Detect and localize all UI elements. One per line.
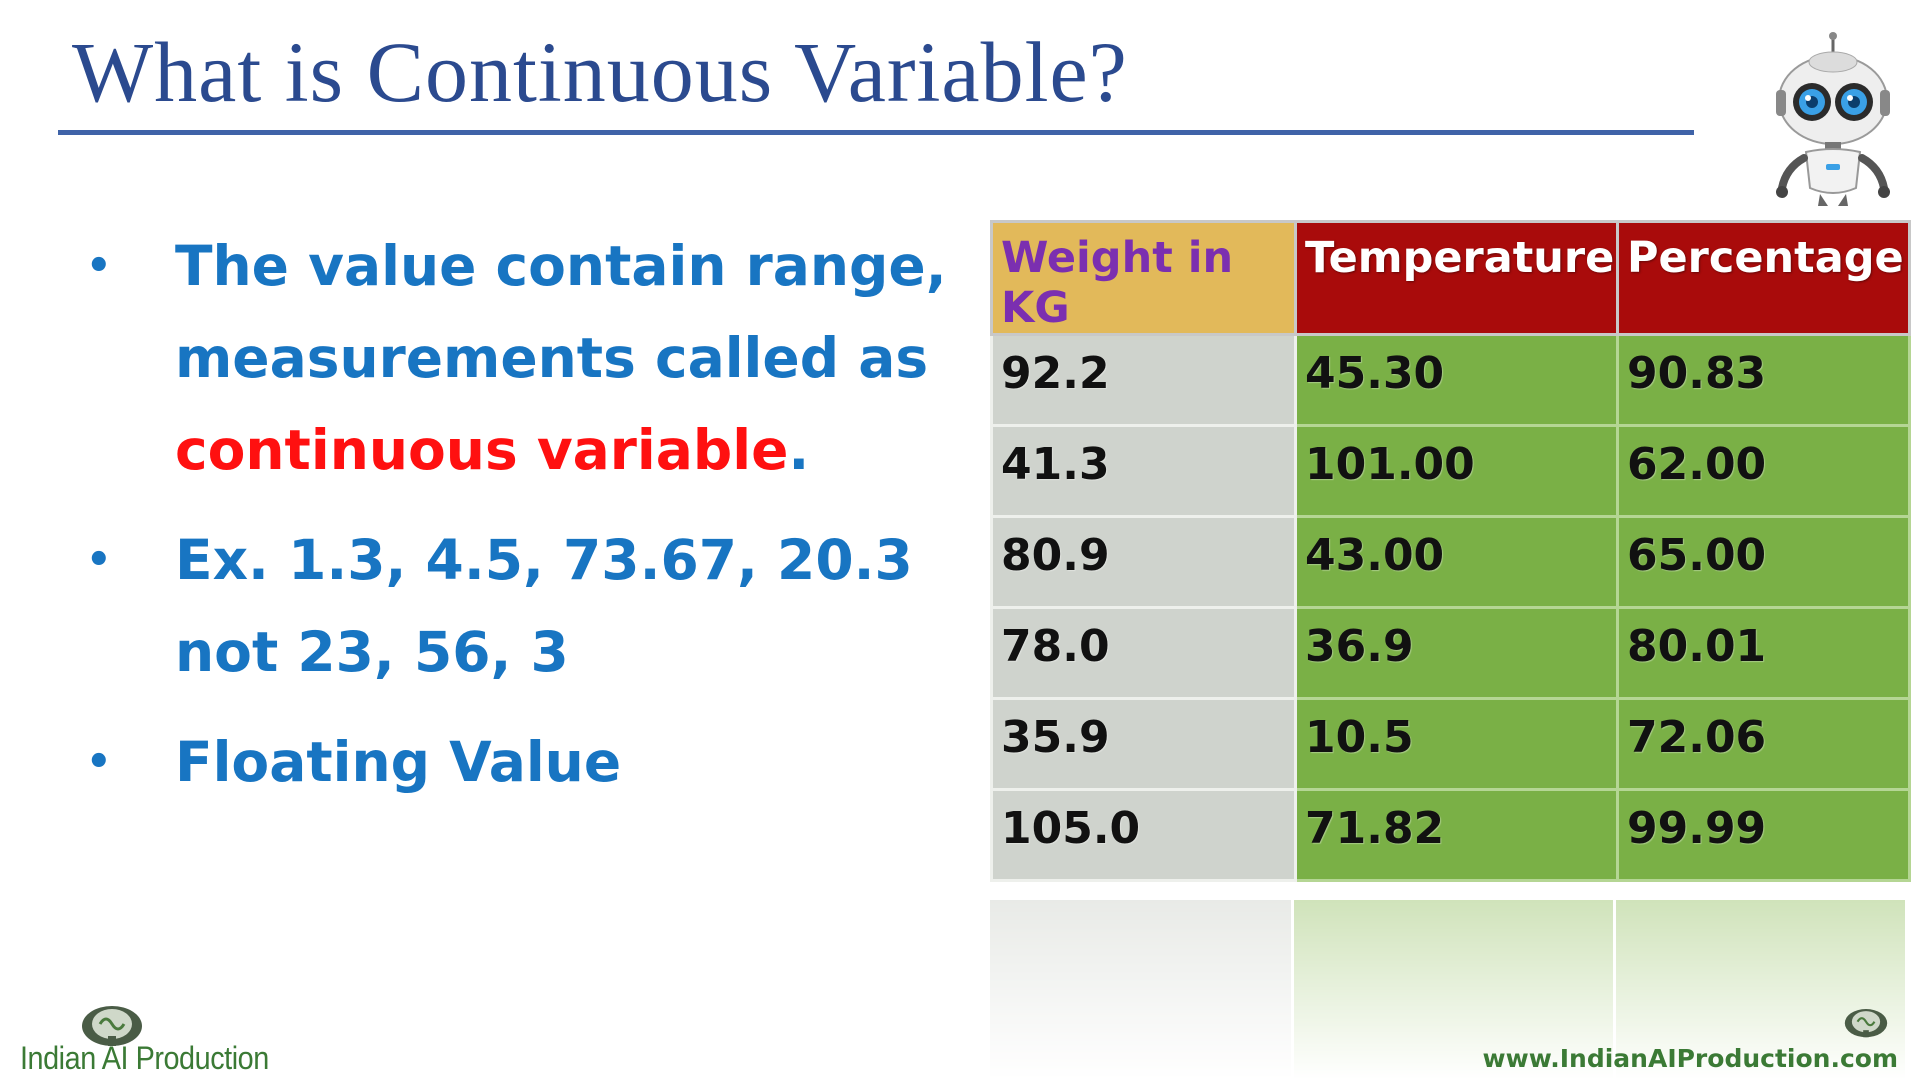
cell-temperature: 36.9 xyxy=(1294,606,1619,700)
website-url: www.IndianAIProduction.com xyxy=(1482,1044,1898,1073)
cell-weight: 80.9 xyxy=(990,515,1297,609)
bullet-text: Ex. 1.3, 4.5, 73.67, 20.3 not 23, 56, 3 xyxy=(175,528,913,684)
bullet-item: • Ex. 1.3, 4.5, 73.67, 20.3 not 23, 56, … xyxy=(70,514,990,698)
cell-percentage: 90.83 xyxy=(1616,333,1911,427)
bullet-item: • The value contain range, measurements … xyxy=(70,220,990,496)
bullet-dot: • xyxy=(86,739,112,785)
cell-percentage: 72.06 xyxy=(1616,697,1911,791)
bullet-dot: • xyxy=(86,243,112,289)
highlight-text: continuous variable xyxy=(175,418,789,482)
table-row: 92.2 45.30 90.83 xyxy=(990,333,1911,427)
cell-percentage: 80.01 xyxy=(1616,606,1911,700)
cell-percentage: 65.00 xyxy=(1616,515,1911,609)
table-row: 80.9 43.00 65.00 xyxy=(990,515,1911,609)
cell-weight: 78.0 xyxy=(990,606,1297,700)
data-table-container: Weight in KG Temperature Percentage 92.2… xyxy=(990,220,1911,884)
table-row: 41.3 101.00 62.00 xyxy=(990,424,1911,518)
cell-temperature: 101.00 xyxy=(1294,424,1619,518)
header-percentage: Percentage xyxy=(1616,220,1911,336)
table-header-row: Weight in KG Temperature Percentage xyxy=(990,220,1911,336)
bullet-text: The value contain range, measurements ca… xyxy=(175,234,947,390)
cell-temperature: 45.30 xyxy=(1294,333,1619,427)
slide-title: What is Continuous Variable? xyxy=(72,24,1128,120)
table-row: 35.9 10.5 72.06 xyxy=(990,697,1911,791)
robot-icon xyxy=(1776,32,1890,206)
cell-percentage: 62.00 xyxy=(1616,424,1911,518)
header-weight: Weight in KG xyxy=(990,220,1297,336)
title-underline xyxy=(58,130,1694,135)
table-row: 105.0 71.82 99.99 xyxy=(990,788,1911,882)
cell-weight: 105.0 xyxy=(990,788,1297,882)
reflection-column xyxy=(1294,900,1616,1080)
cell-percentage: 99.99 xyxy=(1616,788,1911,882)
bullet-list: • The value contain range, measurements … xyxy=(70,220,990,826)
reflection-column xyxy=(990,900,1295,1080)
cell-temperature: 43.00 xyxy=(1294,515,1619,609)
bullet-item: • Floating Value xyxy=(70,716,990,808)
bullet-dot: • xyxy=(86,537,112,583)
cell-temperature: 10.5 xyxy=(1294,697,1619,791)
cell-temperature: 71.82 xyxy=(1294,788,1619,882)
cell-weight: 41.3 xyxy=(990,424,1297,518)
brand-name: Indian AI Production xyxy=(20,1040,269,1076)
header-temperature: Temperature xyxy=(1294,220,1619,336)
brain-logo-icon xyxy=(82,1006,142,1046)
cell-weight: 35.9 xyxy=(990,697,1297,791)
table-reflection xyxy=(990,900,1908,1080)
bullet-text: Floating Value xyxy=(175,730,622,794)
brain-logo-icon xyxy=(1844,1009,1888,1038)
bullet-suffix: . xyxy=(788,418,810,482)
data-table: Weight in KG Temperature Percentage 92.2… xyxy=(990,220,1911,882)
cell-weight: 92.2 xyxy=(990,333,1297,427)
reflection-column xyxy=(1615,900,1908,1080)
table-row: 78.0 36.9 80.01 xyxy=(990,606,1911,700)
